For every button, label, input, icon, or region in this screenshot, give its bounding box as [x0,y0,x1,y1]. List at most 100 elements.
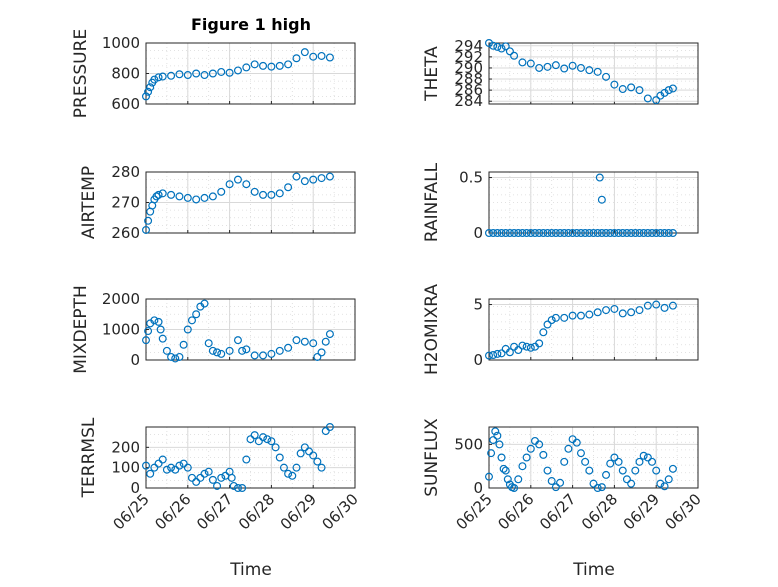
data-point [505,348,514,357]
data-point [156,325,165,334]
y-axis-label: MIXDEPTH [71,285,91,374]
axes-border [488,426,699,489]
subplot-pressure: 600 800 1000 PRESSURE [71,29,356,118]
data-point [489,229,498,238]
data-point [183,463,192,472]
data-point [313,352,322,361]
data-point [309,339,318,348]
data-point [614,229,623,238]
data-point [576,63,585,72]
data-point [300,48,309,57]
data-point [497,453,506,462]
data-point [208,192,217,201]
data-point [162,465,171,474]
subplot-air_temp: 260 270 280 AIRTEMP [79,163,356,242]
data-point [526,444,535,453]
data-point [242,345,251,354]
y-tick-label: 1000 [102,321,140,339]
data-point [543,320,552,329]
data-point [279,463,288,472]
data-point [175,461,184,470]
data-point [275,61,284,70]
data-point [217,67,226,76]
data-point [664,475,673,484]
data-point [597,195,606,204]
data-point [167,463,176,472]
data-point [238,484,247,493]
data-point [593,308,602,317]
y-tick-label: 0 [473,351,483,369]
data-point [543,229,552,238]
data-point [497,349,506,358]
data-point [204,339,213,348]
data-point [192,69,201,78]
data-point [309,451,318,460]
subplot-terr_msl: 0100200TERRMSL06/2506/2606/2706/2806/290… [79,417,362,533]
data-point [564,229,573,238]
data-point [196,473,205,482]
data-point [192,477,201,486]
data-point [309,52,318,61]
data-point [300,177,309,186]
data-point [622,229,631,238]
data-point [225,68,234,77]
data-point [154,73,163,82]
data-point [652,96,661,105]
data-point [284,469,293,478]
data-point [225,346,234,355]
data-point [267,62,276,71]
data-point [146,83,155,92]
data-point [225,180,234,189]
data-point [175,70,184,79]
y-tick-label: 284 [454,92,483,110]
data-point [267,349,276,358]
subplot-sun_flux: 0500SUNFLUX06/2506/2606/2706/2806/2906/3… [422,418,705,533]
data-point [317,348,326,357]
data-point [254,437,263,446]
data-point [522,229,531,238]
data-point [175,192,184,201]
data-point [259,190,268,199]
data-point [227,473,236,482]
data-point [627,229,636,238]
x-tick-label: 06/30 [662,490,705,533]
data-point [275,453,284,462]
data-point [593,67,602,76]
data-point [585,229,594,238]
y-tick-label: 200 [111,438,140,456]
data-point [618,309,627,318]
data-point [292,54,301,63]
data-point [489,351,498,360]
data-point [643,453,652,462]
data-point [618,229,627,238]
data-point [526,59,535,68]
data-point [271,443,280,452]
data-point [171,354,180,363]
data-point [597,229,606,238]
data-point [497,229,506,238]
x-tick-label: 06/29 [620,490,663,533]
data-point [572,438,581,447]
axes-border [488,42,699,105]
data-point [606,459,615,468]
data-point [585,466,594,475]
data-point [300,443,309,452]
data-point [491,427,500,436]
data-point [292,463,301,472]
data-point [142,336,151,345]
data-point [639,229,648,238]
data-point [514,229,523,238]
data-point [606,229,615,238]
data-point [192,195,201,204]
data-point [595,173,604,182]
y-axis-label: PRESSURE [71,29,91,118]
data-point [213,348,222,357]
data-point [325,330,334,339]
x-tick-label: 06/28 [578,490,621,533]
data-point [267,437,276,446]
data-point [551,61,560,70]
data-point [593,484,602,493]
data-point [325,172,334,181]
y-tick-label: 5 [473,296,483,314]
axes-border [488,171,699,234]
